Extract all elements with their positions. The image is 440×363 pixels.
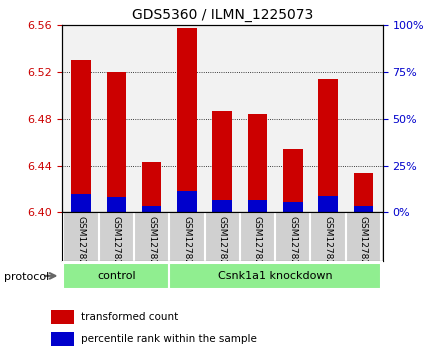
Bar bbox=[169, 263, 381, 289]
Bar bbox=[283, 202, 303, 212]
Bar bbox=[248, 200, 267, 212]
Text: GSM1278261: GSM1278261 bbox=[147, 216, 156, 277]
Text: GSM1278262: GSM1278262 bbox=[183, 216, 191, 277]
Bar bbox=[283, 149, 303, 212]
Text: Csnk1a1 knockdown: Csnk1a1 knockdown bbox=[218, 271, 333, 281]
Bar bbox=[142, 162, 161, 212]
Bar bbox=[354, 173, 373, 212]
Bar bbox=[248, 114, 267, 212]
Text: GSM1278263: GSM1278263 bbox=[218, 216, 227, 277]
Text: GSM1278265: GSM1278265 bbox=[288, 216, 297, 277]
Title: GDS5360 / ILMN_1225073: GDS5360 / ILMN_1225073 bbox=[132, 8, 313, 22]
Bar bbox=[319, 196, 338, 212]
Bar bbox=[71, 194, 91, 212]
Bar bbox=[142, 205, 161, 212]
Text: transformed count: transformed count bbox=[81, 312, 179, 322]
Bar bbox=[106, 72, 126, 212]
Bar bbox=[106, 197, 126, 212]
Bar bbox=[354, 205, 373, 212]
Bar bbox=[177, 28, 197, 212]
Bar bbox=[71, 61, 91, 212]
Bar bbox=[51, 333, 74, 346]
Bar bbox=[51, 310, 74, 324]
Text: GSM1278267: GSM1278267 bbox=[359, 216, 368, 277]
Bar bbox=[63, 263, 169, 289]
Text: GSM1278259: GSM1278259 bbox=[77, 216, 85, 277]
Text: GSM1278266: GSM1278266 bbox=[323, 216, 333, 277]
Bar bbox=[319, 79, 338, 212]
Text: protocol: protocol bbox=[4, 272, 50, 282]
Text: GSM1278260: GSM1278260 bbox=[112, 216, 121, 277]
Bar bbox=[213, 200, 232, 212]
Bar bbox=[213, 111, 232, 212]
Text: GSM1278264: GSM1278264 bbox=[253, 216, 262, 277]
Text: percentile rank within the sample: percentile rank within the sample bbox=[81, 334, 257, 344]
Bar bbox=[177, 191, 197, 212]
Text: control: control bbox=[97, 271, 136, 281]
